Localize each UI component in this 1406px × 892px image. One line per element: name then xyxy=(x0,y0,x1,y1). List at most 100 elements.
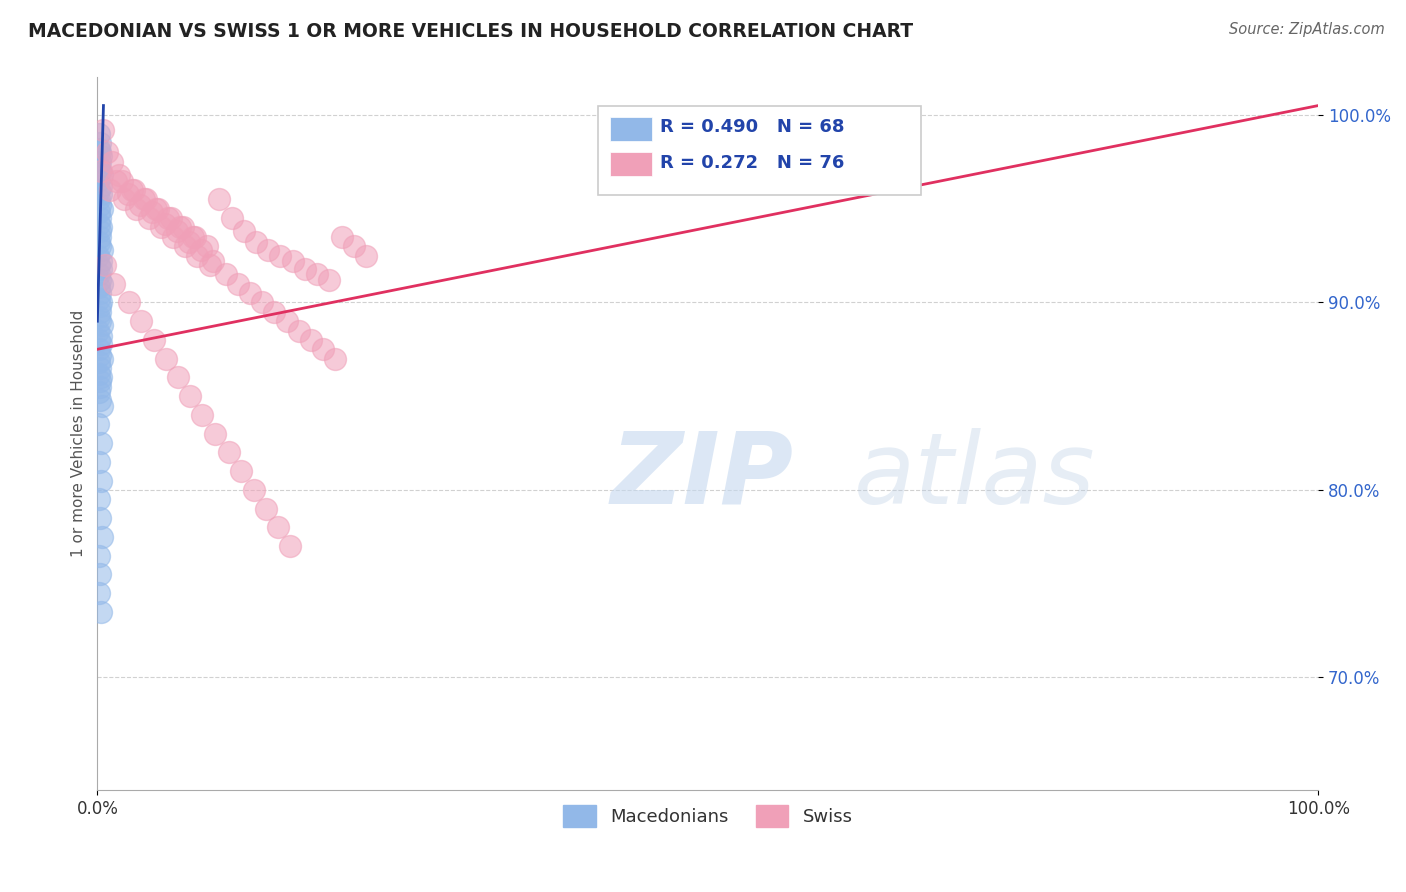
Text: R = 0.490   N = 68: R = 0.490 N = 68 xyxy=(661,119,845,136)
Text: MACEDONIAN VS SWISS 1 OR MORE VEHICLES IN HOUSEHOLD CORRELATION CHART: MACEDONIAN VS SWISS 1 OR MORE VEHICLES I… xyxy=(28,22,914,41)
Point xyxy=(87,385,110,400)
Point xyxy=(89,145,111,160)
Point xyxy=(87,310,110,325)
Point xyxy=(91,530,114,544)
Point xyxy=(195,239,218,253)
Point xyxy=(184,229,207,244)
Point xyxy=(89,348,111,362)
Point xyxy=(91,277,114,291)
Point xyxy=(250,295,273,310)
Point xyxy=(89,224,111,238)
Point xyxy=(91,351,114,366)
Point xyxy=(198,258,221,272)
FancyBboxPatch shape xyxy=(610,153,651,177)
Point xyxy=(129,198,152,212)
Point xyxy=(267,520,290,534)
Point xyxy=(208,192,231,206)
Point xyxy=(186,249,208,263)
Point xyxy=(312,343,335,357)
Point xyxy=(90,261,112,276)
Point xyxy=(89,154,111,169)
Point xyxy=(141,205,163,219)
Point xyxy=(89,305,111,319)
Point xyxy=(87,205,110,219)
Point xyxy=(87,324,110,338)
Point xyxy=(169,220,191,235)
Point xyxy=(89,286,111,301)
Point xyxy=(87,417,110,432)
Point xyxy=(96,145,118,160)
Point xyxy=(263,305,285,319)
Point xyxy=(112,192,135,206)
Point xyxy=(89,299,111,313)
Point xyxy=(179,389,201,403)
Point xyxy=(90,186,112,201)
Text: ZIP: ZIP xyxy=(610,428,793,524)
Point xyxy=(90,220,112,235)
Point xyxy=(148,202,170,216)
Point xyxy=(131,314,153,328)
Point xyxy=(89,314,111,328)
Point xyxy=(98,183,121,197)
Point xyxy=(325,351,347,366)
Point xyxy=(167,370,190,384)
Point xyxy=(281,254,304,268)
Point xyxy=(118,295,141,310)
Point xyxy=(89,380,111,394)
Point xyxy=(89,273,111,287)
Point xyxy=(90,318,112,332)
Point xyxy=(181,229,204,244)
Point xyxy=(91,202,114,216)
Point xyxy=(204,426,226,441)
Point xyxy=(90,474,112,488)
Point xyxy=(90,295,112,310)
Y-axis label: 1 or more Vehicles in Household: 1 or more Vehicles in Household xyxy=(72,310,86,558)
Point xyxy=(166,224,188,238)
Point xyxy=(231,464,253,478)
Point xyxy=(142,333,165,347)
Point xyxy=(89,374,111,388)
Point xyxy=(174,239,197,253)
Point xyxy=(90,164,112,178)
Point xyxy=(89,229,111,244)
Point xyxy=(288,324,311,338)
Point xyxy=(89,567,111,582)
Point xyxy=(226,277,249,291)
Text: atlas: atlas xyxy=(855,428,1095,524)
Point xyxy=(87,258,110,272)
Point xyxy=(89,367,111,381)
Point xyxy=(90,336,112,351)
Point xyxy=(190,243,212,257)
Point xyxy=(90,254,112,268)
Point xyxy=(90,370,112,384)
Legend: Macedonians, Swiss: Macedonians, Swiss xyxy=(555,797,859,834)
Point xyxy=(269,249,291,263)
Point xyxy=(89,192,111,206)
Point xyxy=(87,235,110,250)
Point xyxy=(276,314,298,328)
Point xyxy=(101,154,124,169)
Point xyxy=(87,549,110,563)
Point xyxy=(89,127,111,141)
Point xyxy=(89,343,111,357)
Point xyxy=(89,211,111,225)
Point xyxy=(218,445,240,459)
Point xyxy=(121,183,143,197)
Point xyxy=(87,455,110,469)
Point xyxy=(87,355,110,369)
Point xyxy=(257,243,280,257)
Point xyxy=(354,249,377,263)
Point xyxy=(157,211,180,225)
Point xyxy=(232,224,254,238)
Point xyxy=(90,605,112,619)
Point xyxy=(89,492,111,507)
Point xyxy=(135,192,157,206)
Point xyxy=(111,173,134,187)
Point xyxy=(221,211,243,225)
FancyBboxPatch shape xyxy=(598,106,921,195)
Point xyxy=(87,333,110,347)
Point xyxy=(214,268,236,282)
Point xyxy=(177,235,200,250)
FancyBboxPatch shape xyxy=(610,117,651,141)
Point xyxy=(90,149,112,163)
